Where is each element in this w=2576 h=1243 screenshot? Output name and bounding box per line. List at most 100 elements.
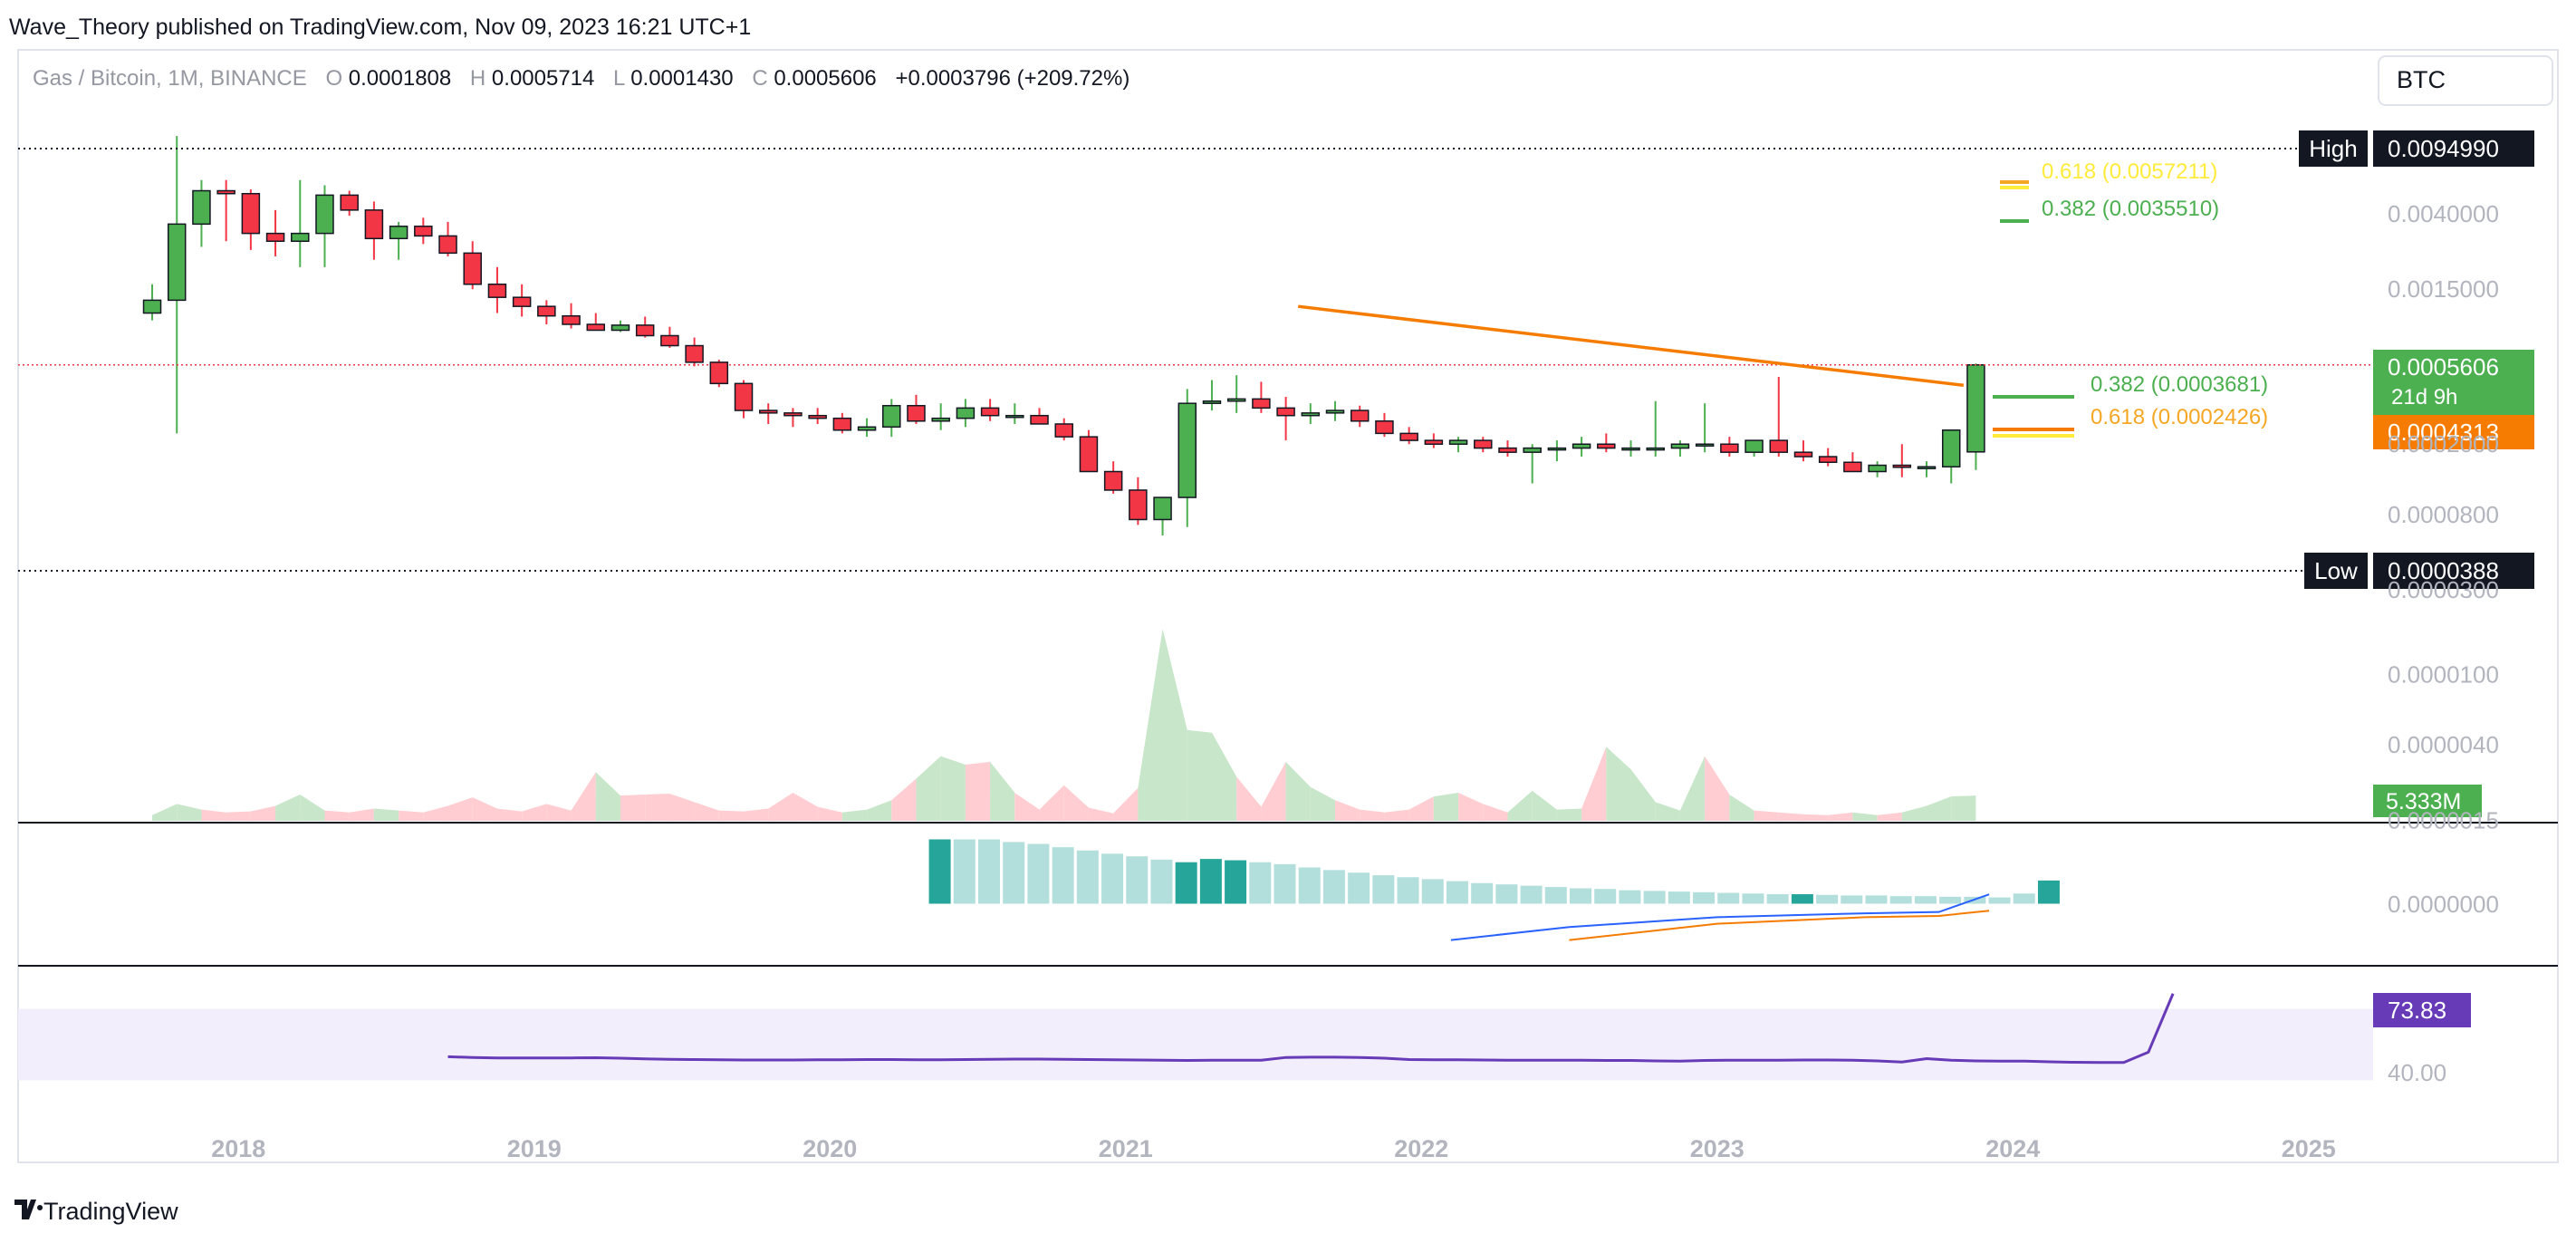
- candle-body: [758, 410, 778, 414]
- rsi-level-label: 40.00: [2388, 1059, 2446, 1086]
- high-label-tag: [2299, 130, 2368, 167]
- candle-body: [980, 407, 1000, 417]
- candle-body: [857, 426, 877, 431]
- volume-segment: [1261, 761, 1286, 821]
- volume-segment: [940, 756, 966, 821]
- candle-body: [315, 194, 334, 235]
- candle-body: [340, 194, 359, 211]
- volume-segment: [152, 804, 178, 821]
- candle-body: [1547, 447, 1567, 451]
- volume-segment: [1655, 802, 1680, 821]
- candle-body: [1966, 364, 1985, 453]
- price-axis-label: 0.0000015: [2388, 806, 2499, 833]
- candle-body: [216, 189, 235, 195]
- volume-segment: [1458, 792, 1484, 821]
- macd-histogram-bar: [1248, 861, 1273, 905]
- candle-body: [1424, 439, 1444, 445]
- macd-histogram-bar: [1026, 843, 1051, 905]
- volume-segment: [841, 809, 868, 821]
- low-label-tag: [2304, 553, 2368, 589]
- macd-histogram-bar: [1519, 884, 1543, 905]
- volume-segment: [399, 810, 424, 821]
- currency-button[interactable]: BTC: [2378, 55, 2553, 106]
- volume-segment: [1063, 785, 1089, 821]
- legend-close-value: 0.0005606: [774, 66, 876, 91]
- currency-button-box[interactable]: [2378, 55, 2553, 106]
- candle-body: [734, 382, 754, 411]
- volume-segment: [546, 804, 572, 821]
- volume-segment: [1483, 804, 1508, 821]
- volume-segment: [349, 808, 374, 821]
- orange-level-text: 0.0004313: [2388, 419, 2499, 446]
- macd-histogram-bar: [2012, 892, 2036, 905]
- low-value-text: 0.0000388: [2388, 557, 2499, 584]
- tradingview-logo-icon: [14, 1200, 43, 1219]
- rsi-pane: 73.83 40.00: [18, 993, 2471, 1086]
- volume-segment: [275, 795, 301, 821]
- volume-segment: [1705, 756, 1730, 821]
- legend-symbol: Gas / Bitcoin, 1M, BINANCE: [33, 66, 307, 91]
- volume-segment: [1039, 785, 1064, 821]
- candle-body: [1917, 466, 1937, 469]
- candle-body: [1670, 443, 1690, 449]
- candle-body: [1941, 429, 1961, 467]
- high-value-tag: [2373, 130, 2534, 167]
- candle-body: [167, 223, 187, 302]
- volume-segment: [1606, 747, 1631, 821]
- candle-body: [783, 412, 803, 417]
- candle-body: [635, 324, 655, 337]
- macd-zero-label: 0.0000000: [2388, 891, 2499, 918]
- time-axis-label: 2025: [2282, 1135, 2336, 1162]
- volume-segment: [324, 810, 350, 821]
- volume-segment: [891, 778, 917, 821]
- candle-body: [1793, 451, 1813, 458]
- footer-brand-text[interactable]: TradingView: [43, 1198, 178, 1225]
- candle-body: [1202, 400, 1222, 404]
- candle-body: [1720, 443, 1739, 453]
- legend-open-value: 0.0001808: [349, 66, 451, 91]
- macd-histogram-bar: [1125, 855, 1149, 905]
- macd-histogram-bar: [1840, 894, 1864, 905]
- candle-body: [1818, 456, 1838, 463]
- candle-body: [1325, 410, 1345, 414]
- volume-segment: [571, 772, 596, 821]
- volume-segment: [177, 804, 202, 821]
- volume-segment: [1310, 786, 1336, 821]
- currency-button-label[interactable]: BTC: [2397, 66, 2446, 93]
- rsi-band: [18, 1008, 2373, 1081]
- volume-segment: [1014, 792, 1040, 821]
- volume-segment: [1360, 809, 1385, 821]
- volume-segment: [373, 808, 399, 821]
- volume-segment: [867, 800, 892, 821]
- macd-histogram-bar: [1618, 889, 1642, 905]
- volume-segment: [990, 761, 1015, 821]
- candle-body: [537, 305, 556, 317]
- candle-body: [685, 344, 704, 363]
- volume-segment: [226, 811, 251, 821]
- volume-segment: [1852, 812, 1878, 821]
- tradingview-brand[interactable]: TradingView: [14, 1198, 178, 1225]
- fib-lower-618-label: 0.618 (0.0002426): [2091, 405, 2268, 429]
- time-axis-label: 2021: [1099, 1135, 1153, 1162]
- macd-histogram-bar: [1642, 890, 1667, 905]
- candle-body: [1745, 439, 1764, 453]
- time-axis-label: 2020: [803, 1135, 857, 1162]
- chart-frame: [17, 49, 2559, 1163]
- candles: [142, 136, 1985, 536]
- volume-segment: [1532, 790, 1557, 821]
- countdown-text: 21d 9h: [2391, 385, 2457, 410]
- volume-segment: [620, 795, 646, 821]
- candle-body: [1868, 464, 1887, 473]
- macd-histogram-bar: [1101, 853, 1125, 905]
- candle-body: [1892, 464, 1912, 468]
- candle-body: [1769, 439, 1789, 453]
- macd-histogram-bar: [977, 838, 1001, 905]
- fib-upper-382-label: 0.382 (0.0035510): [2042, 197, 2219, 221]
- candle-body: [1301, 412, 1321, 417]
- macd-histogram-bar: [928, 838, 952, 905]
- orange-level-tag: [2373, 415, 2534, 449]
- macd-histogram-bar: [1815, 893, 1840, 905]
- candle-body: [1129, 489, 1148, 521]
- rsi-tag: [2373, 993, 2471, 1027]
